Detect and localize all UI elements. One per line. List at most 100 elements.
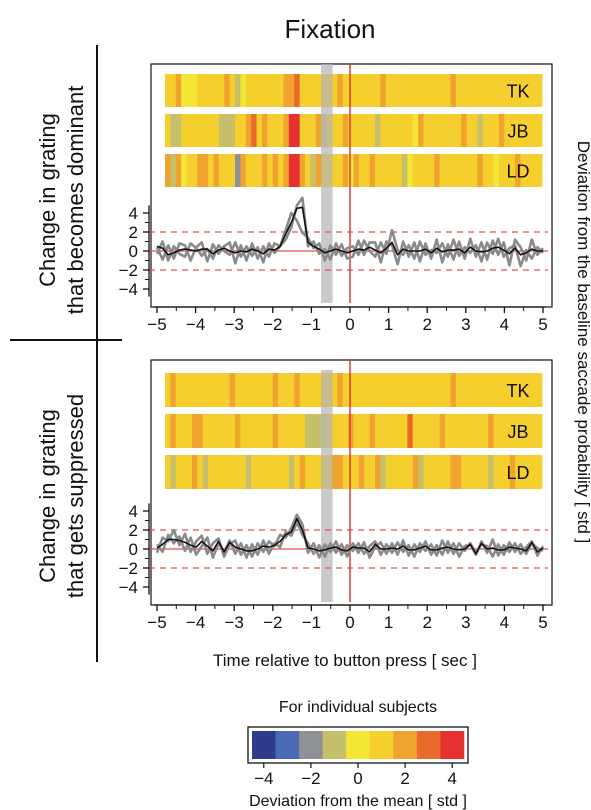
- heat-cell: [536, 455, 543, 489]
- heat-cell: [358, 114, 365, 147]
- heat-cell: [202, 74, 209, 107]
- heat-cell: [380, 154, 387, 187]
- x-tick-label: −3: [225, 315, 244, 334]
- colorbar-swatch: [275, 731, 300, 759]
- subject-label: LD: [506, 162, 529, 182]
- heat-cell: [353, 414, 360, 448]
- heat-cell: [261, 455, 268, 489]
- heat-cell: [509, 414, 516, 448]
- x-axis-label: Time relative to button press [ sec ]: [213, 651, 477, 670]
- x-tick-label: 2: [422, 315, 431, 334]
- heat-cell: [251, 455, 258, 489]
- heat-cell: [504, 414, 511, 448]
- heat-cell: [461, 455, 468, 489]
- heat-cell: [488, 74, 495, 107]
- heat-cell: [342, 455, 349, 489]
- heat-cell: [283, 74, 290, 107]
- event-highlight-bar: [321, 64, 333, 303]
- heat-cell: [407, 373, 414, 407]
- heat-cell: [267, 373, 274, 407]
- heat-cell: [305, 414, 311, 448]
- heat-cell: [245, 414, 252, 448]
- heat-cell: [213, 114, 220, 147]
- heat-cell: [412, 373, 419, 407]
- heat-cell: [471, 414, 478, 448]
- colorbar-tick-label: 4: [447, 769, 456, 788]
- heat-cell: [294, 154, 301, 187]
- heat-cell: [471, 455, 478, 489]
- heat-cell: [202, 455, 209, 489]
- heat-cell: [423, 414, 430, 448]
- heat-cell: [181, 154, 188, 187]
- y-tick-label: −4: [119, 578, 138, 597]
- heat-cell: [175, 154, 182, 187]
- heat-cell: [235, 373, 241, 407]
- heat-cell: [364, 154, 371, 187]
- heat-cell: [272, 154, 279, 187]
- heat-cell: [235, 154, 241, 187]
- heat-cell: [240, 455, 247, 489]
- heat-cell: [455, 114, 462, 147]
- heat-cell: [380, 373, 387, 407]
- heat-cell: [251, 74, 258, 107]
- heat-cell: [455, 74, 462, 107]
- heat-cell: [245, 455, 252, 489]
- heat-cell: [181, 74, 188, 107]
- heat-cell: [515, 455, 521, 489]
- heat-cell: [251, 154, 258, 187]
- x-tick-label: −5: [147, 613, 166, 632]
- subject-label: JB: [507, 122, 528, 142]
- colorbar-swatch: [346, 731, 371, 759]
- heat-cell: [283, 114, 290, 147]
- heat-cell: [482, 74, 489, 107]
- heat-cell: [471, 373, 478, 407]
- heat-cell: [283, 373, 290, 407]
- heat-cell: [423, 154, 430, 187]
- y-tick-label: 2: [129, 521, 138, 540]
- heat-cell: [418, 114, 425, 147]
- heat-cell: [348, 455, 354, 489]
- heat-cell: [208, 114, 214, 147]
- heat-cell: [218, 74, 225, 107]
- heat-cell: [482, 114, 489, 147]
- heat-cell: [477, 373, 484, 407]
- heat-cell: [391, 373, 398, 407]
- heat-cell: [294, 414, 301, 448]
- heat-cell: [455, 414, 462, 448]
- heat-cell: [407, 74, 414, 107]
- heat-cell: [283, 414, 290, 448]
- heat-cell: [375, 154, 381, 187]
- heat-cell: [515, 373, 521, 407]
- heat-cell: [202, 414, 209, 448]
- heat-cell: [391, 114, 398, 147]
- heat-cell: [531, 74, 538, 107]
- heat-cell: [310, 74, 317, 107]
- heat-cell: [342, 373, 349, 407]
- heat-cell: [256, 373, 263, 407]
- heat-cell: [525, 154, 532, 187]
- y-tick-label: −4: [119, 280, 138, 299]
- heat-cell: [331, 414, 338, 448]
- heat-cell: [520, 414, 527, 448]
- heat-cell: [213, 414, 220, 448]
- x-tick-label: −5: [147, 315, 166, 334]
- heat-cell: [439, 74, 446, 107]
- heat-cell: [445, 74, 451, 107]
- heat-cell: [434, 114, 441, 147]
- heat-cell: [251, 414, 258, 448]
- heat-cell: [165, 455, 171, 489]
- event-highlight-bar: [321, 370, 333, 602]
- figure-title: Fixation: [284, 14, 375, 44]
- heat-cell: [439, 373, 446, 407]
- y-tick-label: 4: [129, 204, 138, 223]
- heat-cell: [348, 373, 354, 407]
- x-tick-label: 4: [500, 613, 509, 632]
- heat-cell: [471, 154, 478, 187]
- heat-cell: [305, 373, 311, 407]
- heat-cell: [450, 414, 457, 448]
- x-tick-label: 3: [461, 315, 470, 334]
- heat-cell: [439, 154, 446, 187]
- heat-cell: [498, 74, 505, 107]
